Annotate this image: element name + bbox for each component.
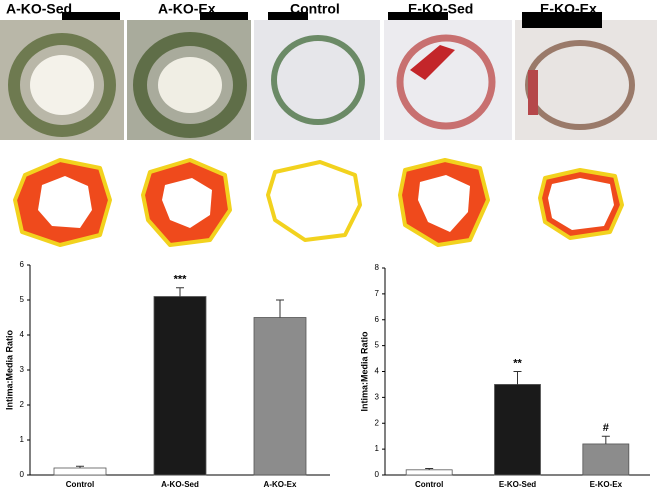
panel-label: Control (290, 1, 340, 17)
error-bar (425, 468, 434, 470)
x-tick-label: A-KO-Ex (264, 480, 297, 489)
x-tick-label: E-KO-Sed (499, 480, 536, 489)
lesion (410, 45, 455, 80)
panel-label: A-KO-Sed (6, 1, 72, 17)
scale-bar (522, 12, 602, 28)
y-tick-label: 4 (375, 367, 380, 376)
error-bar (76, 465, 84, 468)
y-tick-label: 8 (375, 263, 380, 272)
y-tick-label: 0 (375, 470, 380, 479)
scale-bar (62, 12, 120, 20)
bar (53, 467, 107, 476)
lumen (38, 176, 92, 228)
y-axis-label: Intima:Media Ratio (4, 329, 14, 410)
y-tick-label: 1 (375, 444, 380, 453)
x-tick-label: E-KO-Ex (590, 480, 623, 489)
lumen (158, 57, 222, 113)
x-tick-label: Control (66, 480, 94, 489)
tracings (13, 158, 624, 247)
vessel (396, 34, 496, 130)
scale-bar (200, 12, 248, 20)
error-bar (601, 435, 610, 444)
annotation: *** (174, 274, 188, 286)
x-tick-label: Control (415, 480, 443, 489)
y-tick-label: 1 (20, 435, 25, 444)
y-tick-label: 5 (375, 341, 380, 350)
bar (253, 317, 307, 476)
bar (153, 296, 207, 476)
annotation: # (603, 422, 609, 434)
error-bar (176, 287, 184, 297)
y-tick-label: 5 (20, 295, 25, 304)
panel-label: E-KO-Sed (408, 1, 473, 17)
y-tick-label: 0 (20, 470, 25, 479)
y-tick-label: 3 (20, 365, 25, 374)
error-bar (276, 299, 284, 318)
bar (582, 443, 630, 476)
lumen (30, 55, 94, 115)
y-tick-label: 6 (20, 260, 25, 269)
tracing (266, 160, 362, 242)
annotation: ** (513, 357, 522, 369)
error-bar (513, 371, 522, 385)
y-tick-label: 2 (375, 418, 380, 427)
x-tick-label: A-KO-Sed (161, 480, 199, 489)
y-tick-label: 6 (375, 315, 380, 324)
bar (494, 384, 541, 476)
vessel (8, 33, 116, 137)
y-tick-label: 4 (20, 330, 25, 339)
y-axis-label: Intima:Media Ratio (359, 331, 369, 412)
y-tick-label: 7 (375, 289, 380, 298)
lumen (548, 178, 614, 230)
panel-label: E-KO-Ex (540, 1, 597, 17)
scale-bar (388, 12, 448, 20)
y-tick-label: 3 (375, 392, 380, 401)
panel-label: A-KO-Ex (158, 1, 216, 17)
bar (405, 469, 453, 476)
vessel (133, 32, 247, 138)
vessel (271, 35, 365, 125)
scale-bar (268, 12, 308, 20)
y-tick-label: 2 (20, 400, 25, 409)
lumen (418, 175, 470, 232)
micrographs (0, 12, 657, 140)
lumen (162, 178, 212, 228)
lesion (528, 70, 538, 115)
